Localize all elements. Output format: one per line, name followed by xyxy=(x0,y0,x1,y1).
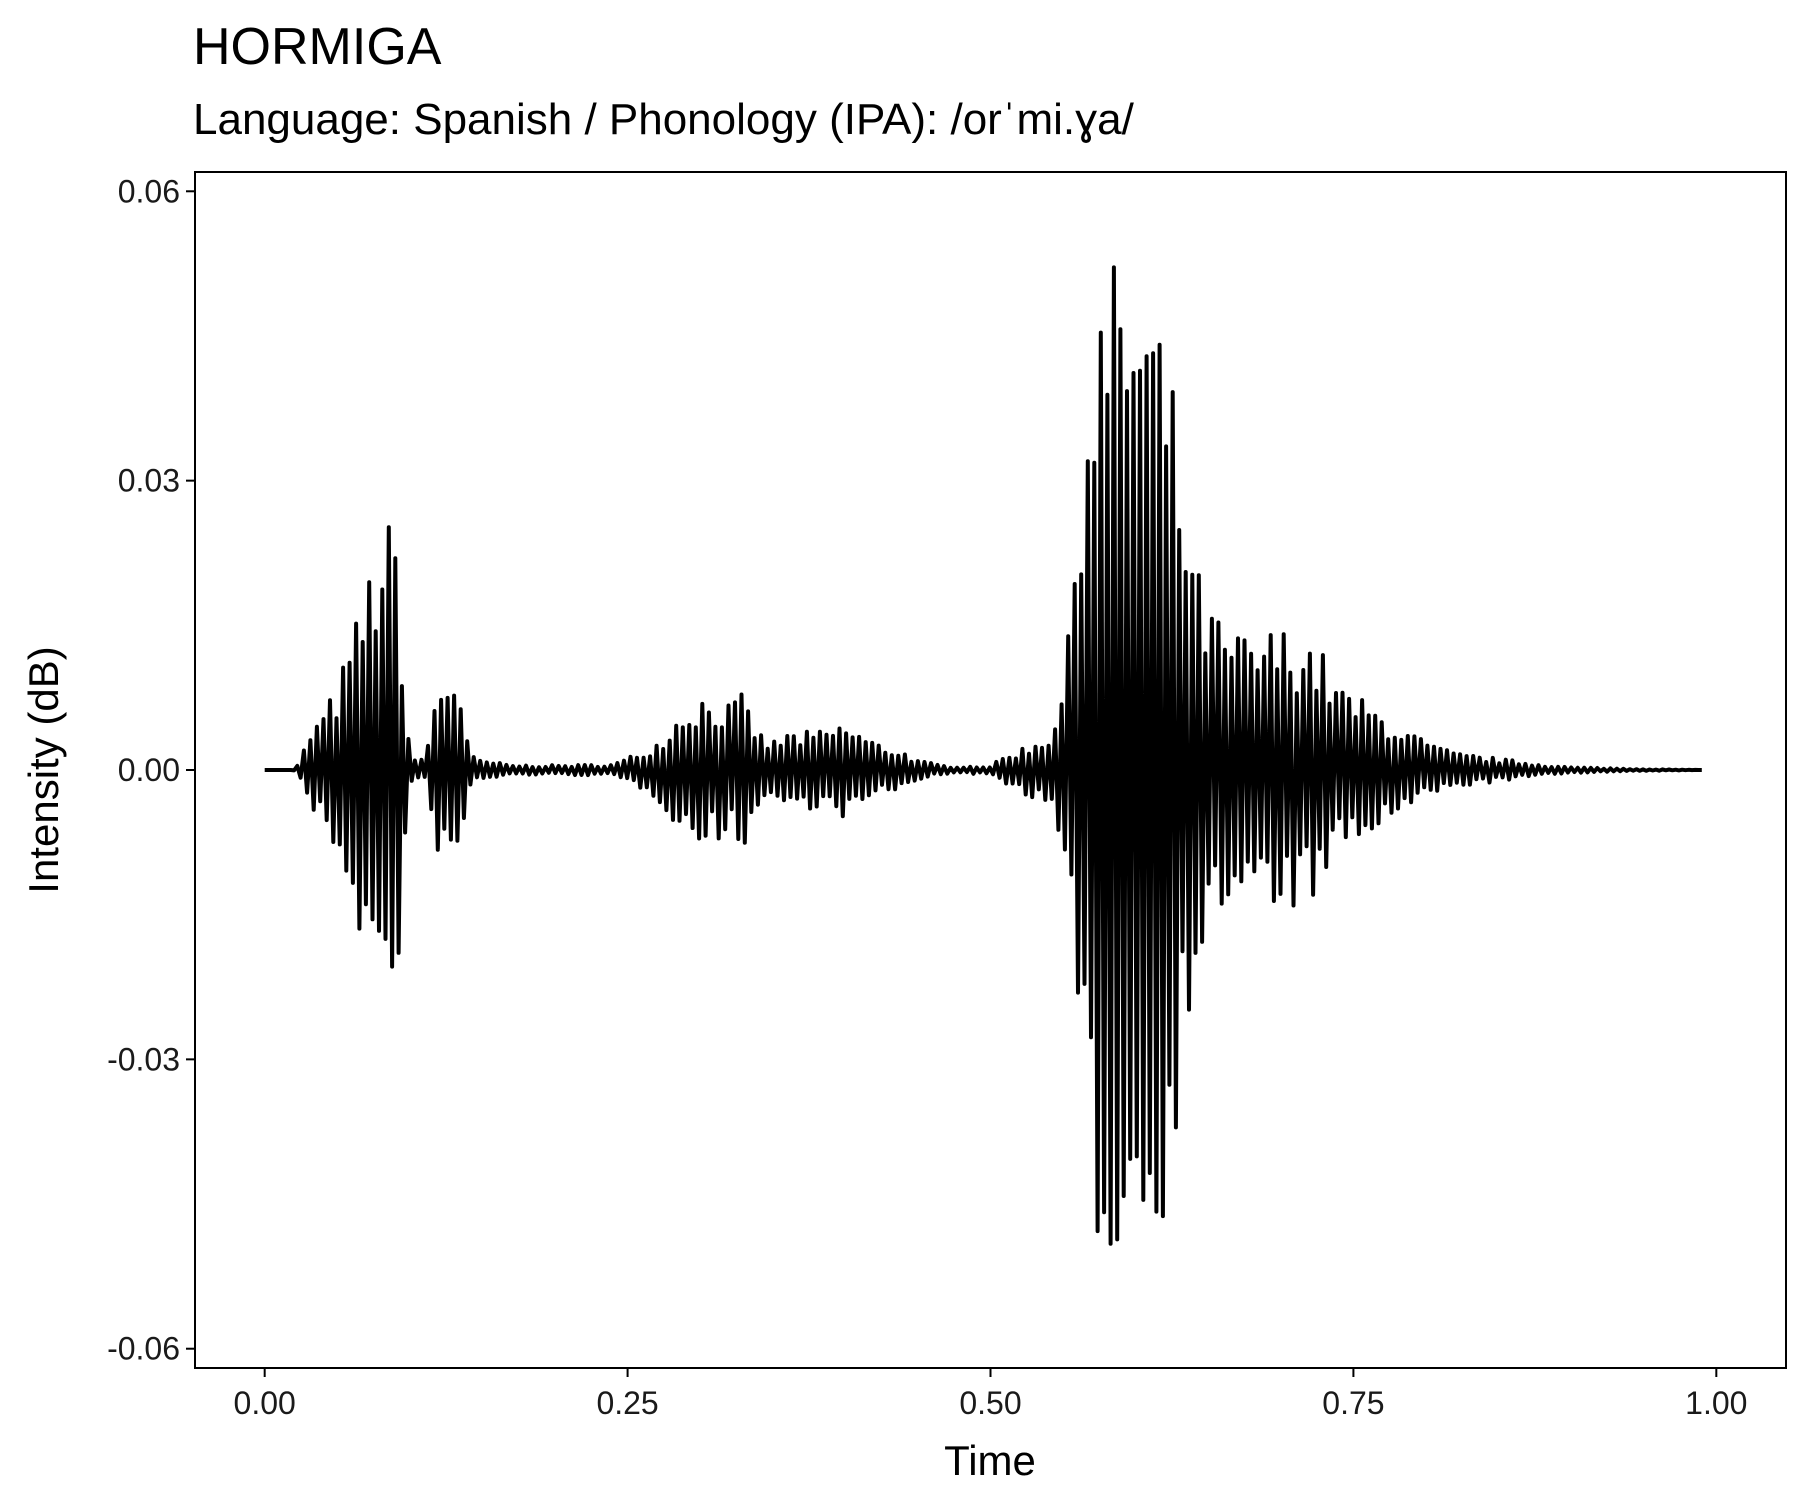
y-tick-label: -0.06 xyxy=(107,1331,180,1367)
x-tick-label: 0.25 xyxy=(596,1385,658,1421)
chart-subtitle: Language: Spanish / Phonology (IPA): /or… xyxy=(193,95,1135,144)
y-axis: 0.06 0.03 0.00 -0.03 -0.06 xyxy=(107,173,195,1367)
y-tick-label: 0.00 xyxy=(118,752,180,788)
y-axis-title: Intensity (dB) xyxy=(20,646,67,893)
x-tick-label: 0.00 xyxy=(234,1385,296,1421)
y-tick-label: 0.06 xyxy=(118,173,180,209)
x-axis: 0.00 0.25 0.50 0.75 1.00 xyxy=(234,1368,1747,1421)
plot-area xyxy=(264,265,1702,1246)
chart-title: HORMIGA xyxy=(193,18,442,76)
x-tick-label: 0.75 xyxy=(1322,1385,1384,1421)
y-tick-label: 0.03 xyxy=(118,463,180,499)
x-tick-label: 0.50 xyxy=(959,1385,1021,1421)
waveform-series-line xyxy=(264,265,1702,1246)
x-tick-label: 1.00 xyxy=(1685,1385,1747,1421)
x-axis-title: Time xyxy=(944,1437,1036,1484)
y-tick-label: -0.03 xyxy=(107,1041,180,1077)
